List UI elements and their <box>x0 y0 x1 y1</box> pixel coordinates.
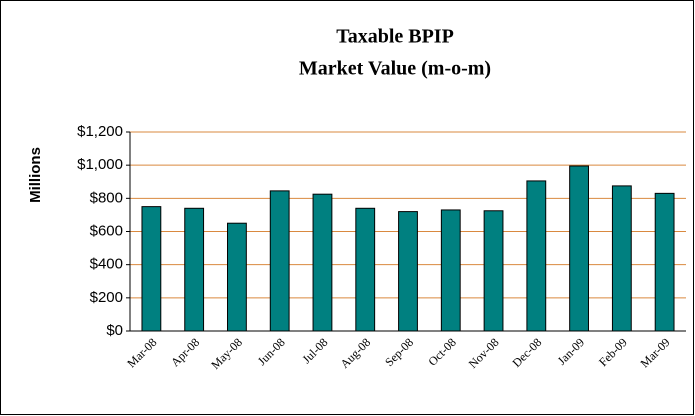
bar <box>483 210 504 332</box>
bar <box>611 185 632 332</box>
y-tick-label: $1,000 <box>77 156 123 173</box>
y-tick-label: $400 <box>90 256 123 273</box>
bar <box>569 165 589 332</box>
bar <box>312 193 333 332</box>
y-axis-label: Millions <box>27 147 44 203</box>
bar <box>355 207 376 332</box>
bar <box>227 222 247 332</box>
y-tick-label: $800 <box>90 189 123 206</box>
bar <box>654 192 675 332</box>
y-tick-label: $200 <box>90 289 123 306</box>
bar <box>440 209 461 332</box>
bar <box>398 211 418 332</box>
bar <box>269 190 290 332</box>
y-tick-label: $0 <box>106 322 123 339</box>
chart-title: Market Value (m-o-m) <box>299 58 491 80</box>
bar <box>184 207 205 332</box>
y-tick-label: $1,200 <box>77 123 123 140</box>
chart-title: Taxable BPIP <box>336 26 454 48</box>
y-tick-label: $600 <box>90 222 123 239</box>
bar <box>141 206 162 332</box>
bar <box>526 180 547 332</box>
